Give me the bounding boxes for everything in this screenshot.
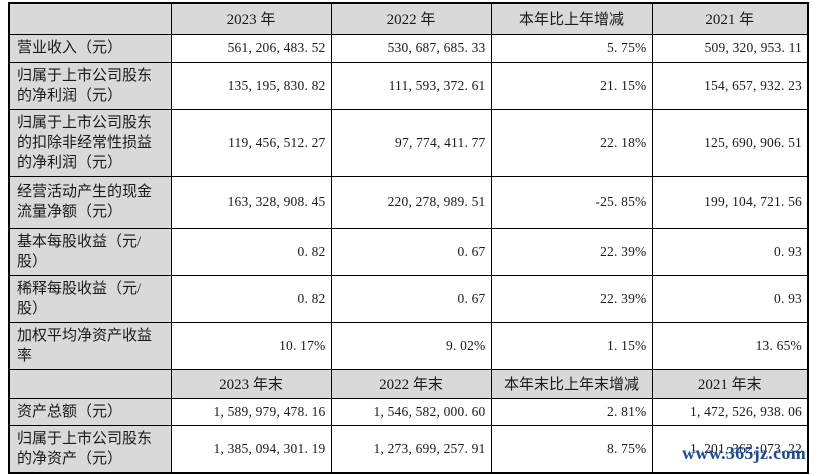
value-2023: 0. 82: [170, 274, 332, 323]
col-header-2021: 2021 年: [651, 2, 809, 35]
financial-summary-table: 2023 年 2022 年 本年比上年增减 2021 年 营业收入（元） 561…: [8, 2, 809, 474]
table-row-weighted-avg-roe: 加权平均净资产收益 率 10. 17% 9. 02% 1. 15% 13. 65…: [8, 321, 809, 370]
row-label: 经营活动产生的现金 流量净额（元）: [8, 175, 172, 229]
value-2023: 10. 17%: [170, 321, 332, 370]
table-row-net-profit-excl-nonrecurring: 归属于上市公司股东 的扣除非经常性损益 的净利润（元） 119, 456, 51…: [8, 108, 809, 177]
year-end-header-row: 2023 年末 2022 年末 本年末比上年末增减 2021 年末: [8, 368, 809, 399]
table-row-net-assets: 归属于上市公司股东 的净资产（元） 1, 385, 094, 301. 19 1…: [8, 424, 809, 473]
value-change: 1. 15%: [490, 321, 653, 370]
col-header-2023-end: 2023 年末: [170, 368, 332, 399]
row-label: 归属于上市公司股东 的净资产（元）: [8, 424, 172, 473]
value-2021: 1, 472, 526, 938. 06: [651, 397, 809, 426]
col-header-yoy-end-change: 本年末比上年末增减: [490, 368, 653, 399]
value-2023: 135, 195, 830. 82: [170, 61, 332, 110]
value-2023: 1, 589, 979, 478. 16: [170, 397, 332, 426]
value-2021: 0. 93: [651, 274, 809, 323]
value-2023: 1, 385, 094, 301. 19: [170, 424, 332, 473]
row-label: 稀释每股收益（元/ 股）: [8, 274, 172, 323]
row-label: 资产总额（元）: [8, 397, 172, 426]
table-row-total-assets: 资产总额（元） 1, 589, 979, 478. 16 1, 546, 582…: [8, 397, 809, 426]
value-2021: 125, 690, 906. 51: [651, 108, 809, 177]
value-change: 8. 75%: [490, 424, 653, 473]
value-change: 22. 39%: [490, 274, 653, 323]
value-2022: 220, 278, 989. 51: [330, 175, 492, 229]
col-header-2021-end: 2021 年末: [651, 368, 809, 399]
table-row-net-profit: 归属于上市公司股东 的净利润（元） 135, 195, 830. 82 111,…: [8, 61, 809, 110]
value-2023: 0. 82: [170, 227, 332, 276]
col-header-2022: 2022 年: [330, 2, 492, 35]
value-2022: 9. 02%: [330, 321, 492, 370]
watermark-site-url: www.365jz.com: [682, 443, 806, 463]
table-row-diluted-eps: 稀释每股收益（元/ 股） 0. 82 0. 67 22. 39% 0. 93: [8, 274, 809, 323]
value-change: -25. 85%: [490, 175, 653, 229]
value-2021: 0. 93: [651, 227, 809, 276]
year-header-row: 2023 年 2022 年 本年比上年增减 2021 年: [8, 2, 809, 35]
row-label: 归属于上市公司股东 的净利润（元）: [8, 61, 172, 110]
value-change: 5. 75%: [490, 33, 653, 63]
value-2022: 111, 593, 372. 61: [330, 61, 492, 110]
value-2022: 0. 67: [330, 227, 492, 276]
value-2021: 1, 201, 362, 073. 22: [651, 424, 809, 473]
value-2023: 163, 328, 908. 45: [170, 175, 332, 229]
col-header-blank: [8, 2, 172, 35]
value-2022: 97, 774, 411. 77: [330, 108, 492, 177]
row-label: 归属于上市公司股东 的扣除非经常性损益 的净利润（元）: [8, 108, 172, 177]
value-2021: 199, 104, 721. 56: [651, 175, 809, 229]
value-2023: 561, 206, 483. 52: [170, 33, 332, 63]
col-header-yoy-change: 本年比上年增减: [490, 2, 653, 35]
value-change: 21. 15%: [490, 61, 653, 110]
value-change: 22. 39%: [490, 227, 653, 276]
value-2021: 13. 65%: [651, 321, 809, 370]
col-header-2023: 2023 年: [170, 2, 332, 35]
value-2021: 509, 320, 953. 11: [651, 33, 809, 63]
col-header-blank: [8, 368, 172, 399]
col-header-2022-end: 2022 年末: [330, 368, 492, 399]
value-change: 2. 81%: [490, 397, 653, 426]
value-2022: 1, 546, 582, 000. 60: [330, 397, 492, 426]
value-change: 22. 18%: [490, 108, 653, 177]
row-label: 营业收入（元）: [8, 33, 172, 63]
value-2022: 530, 687, 685. 33: [330, 33, 492, 63]
row-label: 加权平均净资产收益 率: [8, 321, 172, 370]
value-2022: 1, 273, 699, 257. 91: [330, 424, 492, 473]
value-2023: 119, 456, 512. 27: [170, 108, 332, 177]
row-label: 基本每股收益（元/ 股）: [8, 227, 172, 276]
table-row-operating-cash-flow: 经营活动产生的现金 流量净额（元） 163, 328, 908. 45 220,…: [8, 175, 809, 229]
value-2021: 154, 657, 932. 23: [651, 61, 809, 110]
table-row-revenue: 营业收入（元） 561, 206, 483. 52 530, 687, 685.…: [8, 33, 809, 63]
value-2022: 0. 67: [330, 274, 492, 323]
table-row-basic-eps: 基本每股收益（元/ 股） 0. 82 0. 67 22. 39% 0. 93: [8, 227, 809, 276]
